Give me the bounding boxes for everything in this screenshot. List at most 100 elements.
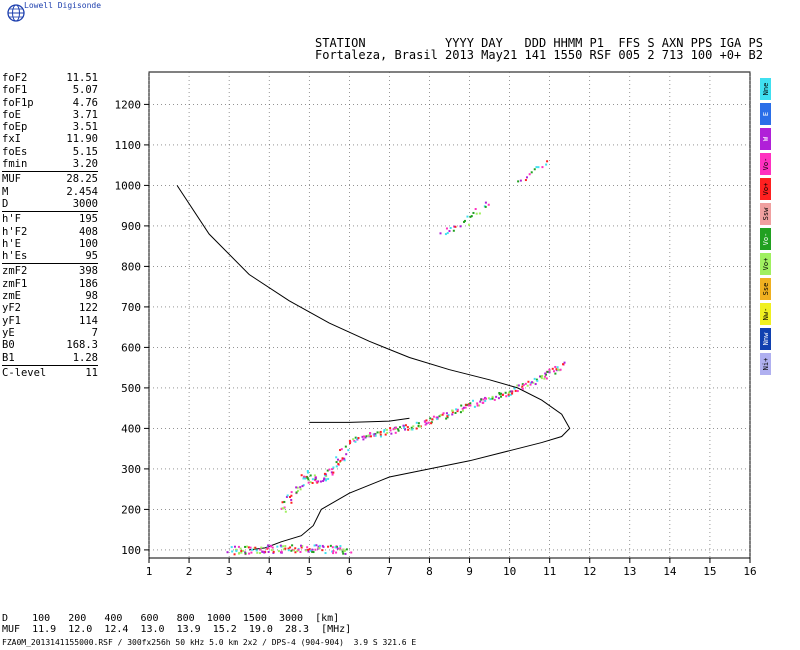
echo-point-f2 [451, 409, 454, 412]
echo-point-f2 [455, 408, 458, 411]
echo-point-f1 [319, 480, 322, 483]
param-name: foF2 [2, 72, 28, 84]
param-value: 3.71 [72, 108, 98, 121]
echo-point-e [308, 548, 311, 551]
param-row: foF1p 4.76 [2, 97, 98, 109]
echo-point-f2 [425, 422, 428, 425]
echo-point-f1 [335, 456, 338, 459]
x-tick-label: 6 [346, 565, 353, 578]
echo-point-f1 [347, 449, 350, 452]
echo-point-f1 [306, 471, 309, 474]
echo-point-e [324, 552, 327, 555]
echo-point-f2 [399, 426, 402, 429]
echo-point-upper [463, 219, 466, 222]
echo-point-f2 [383, 429, 386, 432]
echo-point-f1 [328, 468, 331, 471]
echo-point-f2 [386, 431, 389, 434]
echo-point-upper [444, 233, 447, 236]
param-name: foEp [2, 121, 28, 134]
echo-point-f2 [364, 436, 367, 439]
echo-point-f1 [309, 481, 312, 484]
echo-point-f1 [300, 474, 303, 477]
echo-point-high [528, 173, 531, 176]
legend-swatch: Sse [760, 278, 771, 300]
echo-point-f2 [441, 413, 444, 416]
y-tick-label: 800 [121, 260, 141, 273]
x-tick-label: 13 [623, 565, 636, 578]
echo-point-e [327, 545, 330, 548]
echo-point-e [244, 552, 247, 555]
param-row: h'F 195 [2, 213, 98, 225]
x-tick-label: 12 [583, 565, 596, 578]
echo-point-e [335, 545, 338, 548]
echo-point-f1 [345, 453, 348, 456]
echo-point-f2 [471, 399, 474, 402]
echo-point-f2 [544, 372, 547, 375]
param-name: B0 [2, 339, 15, 352]
echo-point-f2 [367, 434, 370, 437]
echo-point-f2 [535, 378, 538, 381]
echo-point-f2 [352, 438, 355, 441]
echo-point-high [525, 176, 528, 179]
echo-point-e [276, 545, 279, 548]
echo-point-e [306, 549, 309, 552]
echo-point-f2 [531, 381, 534, 384]
echo-point-e [272, 550, 275, 553]
echo-point-e [318, 547, 321, 550]
echo-point-f2 [524, 382, 527, 385]
echo-point-f2 [432, 415, 435, 418]
echo-point-f2 [415, 427, 418, 430]
legend-swatch: Nnw [760, 328, 771, 350]
echo-point-f2 [349, 440, 352, 443]
param-name: fxI [2, 133, 21, 146]
echo-point-f2 [482, 398, 485, 401]
echo-point-f2 [425, 419, 428, 422]
echo-point-e [251, 548, 254, 551]
echo-point-f1 [302, 484, 305, 487]
legend-swatch: Ni+ [760, 353, 771, 375]
echo-point-f2 [487, 397, 490, 400]
legend-swatch: Nw- [760, 303, 771, 325]
echo-point-f2 [395, 426, 398, 429]
param-row: foF1 5.07 [2, 84, 98, 96]
echo-point-f2 [393, 426, 396, 429]
param-value: 28.25 [66, 173, 98, 186]
echo-point-e [279, 544, 282, 547]
echo-point-f2 [548, 371, 551, 374]
echo-point-f2 [504, 391, 507, 394]
echo-point-f1 [344, 445, 347, 448]
param-value: 3000 [72, 197, 98, 210]
echo-point-e [246, 545, 249, 548]
echo-point-f2 [544, 375, 547, 378]
echo-point-e [226, 551, 229, 554]
echo-point-e [280, 545, 283, 548]
echo-point-f2 [348, 439, 351, 442]
legend-swatch: Vo+ [760, 178, 771, 200]
param-separator [2, 364, 98, 366]
echo-point-f2 [354, 436, 357, 439]
echo-point-high [519, 179, 522, 182]
echo-point-f1 [305, 476, 308, 479]
echo-point-f2 [445, 412, 448, 415]
echo-point-f2 [397, 428, 400, 431]
param-value: 114 [79, 314, 98, 327]
echo-point-e [300, 546, 303, 549]
param-name: h'F [2, 213, 21, 226]
param-separator [2, 211, 98, 213]
echo-point-e [331, 546, 334, 549]
echo-point-e [240, 551, 243, 554]
echo-point-e [341, 550, 344, 553]
param-name: foF1 [2, 84, 28, 97]
echo-point-f2 [505, 395, 508, 398]
echo-point-f2 [379, 430, 382, 433]
x-tick-label: 9 [466, 565, 473, 578]
echo-point-f2 [431, 418, 434, 421]
param-value: 11 [85, 366, 98, 379]
y-tick-label: 1100 [115, 139, 142, 152]
echo-point-f1 [299, 488, 302, 491]
echo-point-e [267, 546, 270, 549]
y-tick-label: 700 [121, 301, 141, 314]
echo-point-high [517, 180, 520, 183]
legend-label: Ssw [761, 207, 770, 221]
y-tick-label: 300 [121, 463, 141, 476]
